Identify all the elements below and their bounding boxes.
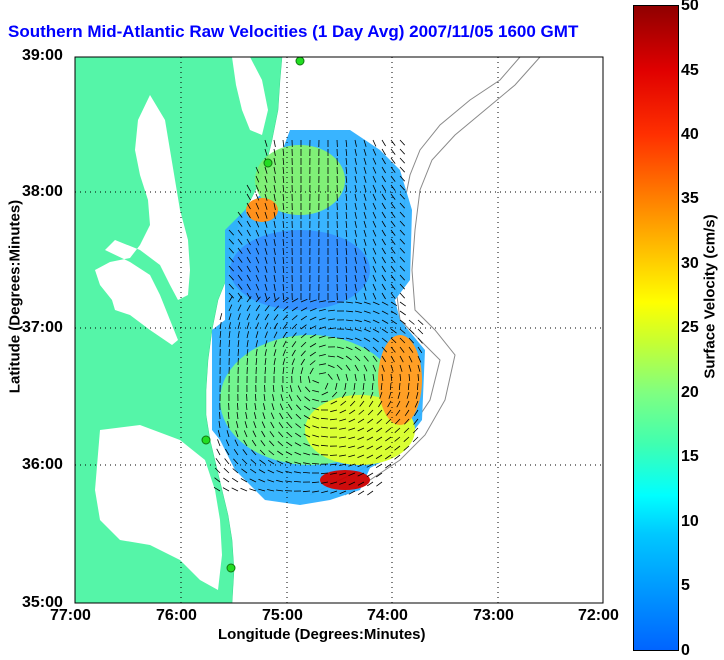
colorbar-tick: 30 [681, 255, 699, 273]
x-tick-label: 77:00 [50, 607, 91, 625]
velocity-arrow [328, 302, 335, 303]
x-tick-label: 76:00 [156, 607, 197, 625]
x-axis-label: Longitude (Degrees:Minutes) [218, 626, 426, 643]
colorbar-tick: 5 [681, 577, 690, 595]
colorbar-tick: 50 [681, 0, 699, 15]
velocity-arrow [220, 412, 221, 419]
x-tick-label: 75:00 [262, 607, 303, 625]
colorbar-tick: 10 [681, 513, 699, 531]
colorbar-tick: 35 [681, 190, 699, 208]
station-marker [296, 57, 304, 65]
colorbar-tick: 45 [681, 62, 699, 80]
colorbar-tick: 15 [681, 448, 699, 466]
colorbar-tick: 40 [681, 126, 699, 144]
velocity-arrow [265, 385, 266, 392]
y-axis-label: Latitude (Degrees:Minutes) [7, 187, 24, 407]
velocity-arrow [229, 349, 230, 356]
velocity-patch [246, 198, 278, 222]
y-tick-label: 38:00 [22, 183, 63, 201]
colorbar-tick: 0 [681, 642, 690, 660]
x-tick-label: 73:00 [473, 607, 514, 625]
colorbar-tick: 20 [681, 384, 699, 402]
y-tick-label: 37:00 [22, 319, 63, 337]
station-marker [227, 564, 235, 572]
station-marker [202, 436, 210, 444]
x-tick-label: 72:00 [578, 607, 619, 625]
velocity-arrow [247, 394, 248, 401]
colorbar-tick: 25 [681, 319, 699, 337]
station-marker [264, 159, 272, 167]
velocity-arrow [220, 340, 221, 347]
velocity-patch [230, 230, 370, 310]
y-tick-label: 39:00 [22, 47, 63, 65]
y-tick-label: 36:00 [22, 456, 63, 474]
velocity-patch [378, 335, 422, 425]
colorbar-label: Surface Velocity (cm/s) [702, 187, 719, 407]
velocity-arrow [330, 455, 337, 456]
x-tick-label: 74:00 [367, 607, 408, 625]
colorbar [633, 5, 679, 651]
